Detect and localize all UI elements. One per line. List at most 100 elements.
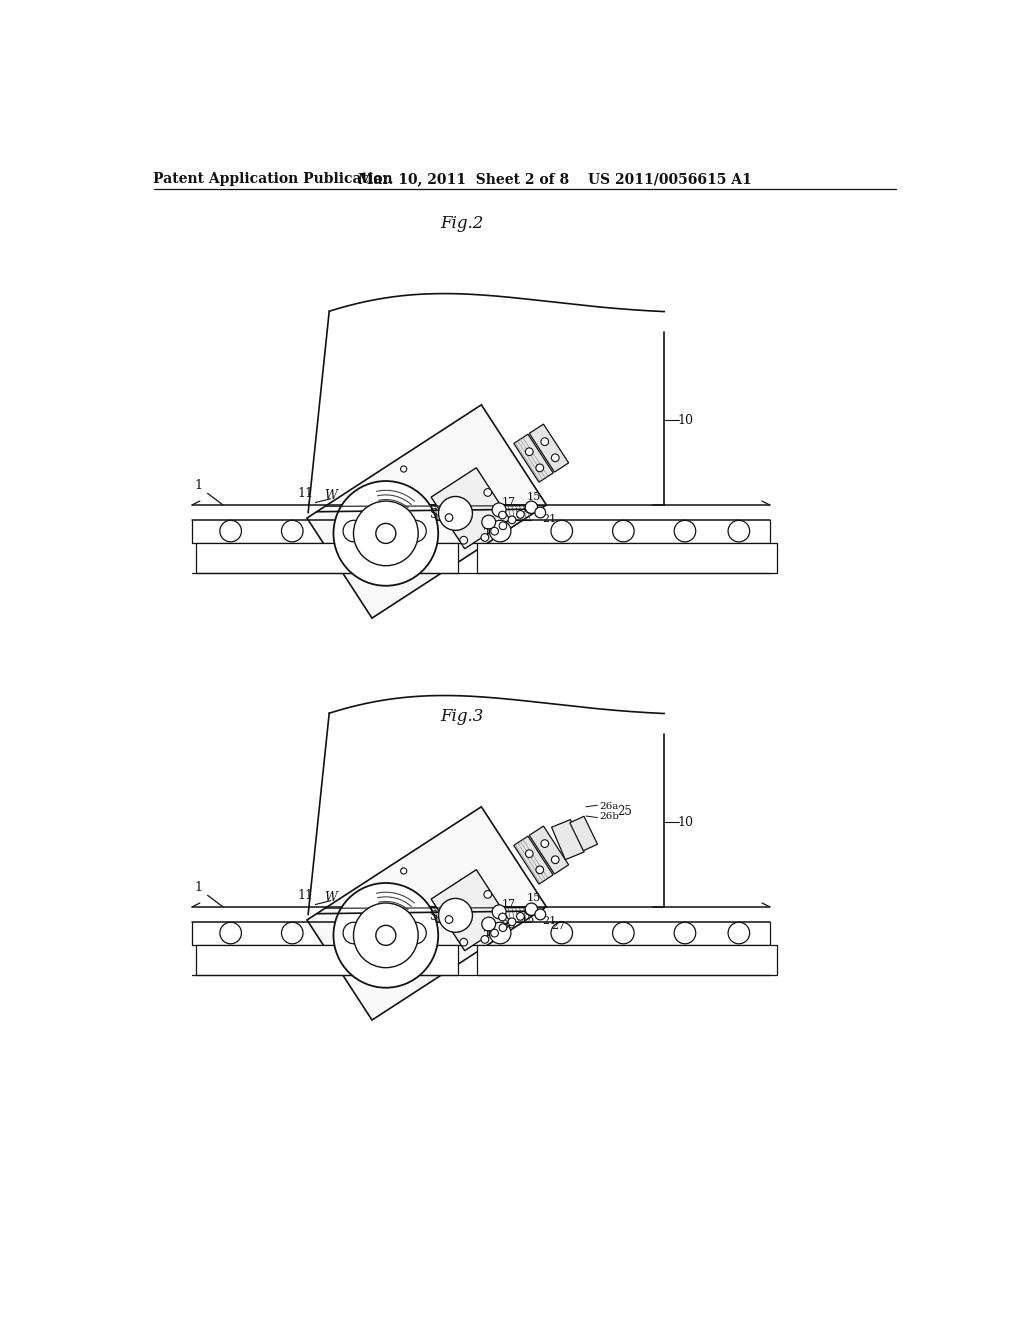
Polygon shape	[514, 434, 553, 482]
Polygon shape	[307, 807, 547, 1020]
Circle shape	[551, 923, 572, 944]
Circle shape	[728, 520, 750, 543]
Text: W: W	[325, 490, 337, 502]
Polygon shape	[431, 467, 510, 549]
Circle shape	[481, 533, 488, 541]
Circle shape	[525, 506, 532, 512]
Text: S: S	[430, 911, 438, 924]
Text: 17: 17	[502, 498, 515, 507]
Circle shape	[460, 536, 468, 544]
Circle shape	[481, 515, 496, 529]
Circle shape	[499, 924, 507, 932]
Circle shape	[525, 907, 532, 915]
Text: 15: 15	[520, 915, 535, 925]
Circle shape	[343, 923, 365, 944]
Text: 28: 28	[501, 920, 515, 929]
Text: 25: 25	[617, 805, 633, 818]
Text: US 2011/0056615 A1: US 2011/0056615 A1	[588, 172, 752, 186]
Text: 21: 21	[543, 513, 557, 524]
Circle shape	[404, 923, 426, 944]
Circle shape	[343, 520, 365, 543]
Circle shape	[376, 925, 396, 945]
Circle shape	[551, 855, 559, 863]
Circle shape	[438, 899, 472, 932]
Text: S: S	[430, 508, 438, 521]
Circle shape	[490, 929, 499, 937]
Circle shape	[499, 511, 506, 519]
Circle shape	[282, 520, 303, 543]
Text: Mar. 10, 2011  Sheet 2 of 8: Mar. 10, 2011 Sheet 2 of 8	[357, 172, 568, 186]
Circle shape	[525, 903, 538, 915]
Circle shape	[674, 520, 695, 543]
Circle shape	[541, 438, 549, 446]
Circle shape	[493, 906, 506, 919]
Text: T: T	[484, 528, 492, 539]
Circle shape	[481, 936, 488, 944]
Circle shape	[674, 923, 695, 944]
Text: 15: 15	[526, 894, 541, 903]
Circle shape	[400, 867, 407, 874]
Circle shape	[499, 913, 506, 921]
Circle shape	[282, 923, 303, 944]
Circle shape	[489, 923, 511, 944]
Circle shape	[535, 909, 546, 920]
Circle shape	[536, 465, 544, 471]
Polygon shape	[569, 816, 598, 850]
Text: 26a: 26a	[599, 803, 618, 812]
Polygon shape	[529, 424, 568, 473]
Circle shape	[376, 524, 396, 544]
Circle shape	[400, 466, 407, 473]
Circle shape	[404, 520, 426, 543]
Polygon shape	[307, 405, 547, 618]
Polygon shape	[552, 820, 584, 859]
Circle shape	[535, 507, 546, 517]
Text: Patent Application Publication: Patent Application Publication	[154, 172, 393, 186]
Text: 10: 10	[677, 816, 693, 829]
Polygon shape	[529, 826, 568, 874]
Circle shape	[481, 917, 496, 931]
Circle shape	[493, 503, 506, 517]
Circle shape	[525, 447, 534, 455]
Circle shape	[445, 916, 453, 924]
Circle shape	[353, 903, 418, 968]
Text: 21: 21	[543, 916, 557, 925]
Text: Fig.2: Fig.2	[440, 215, 483, 232]
Circle shape	[489, 520, 511, 543]
Circle shape	[490, 527, 499, 535]
Circle shape	[541, 840, 549, 847]
Circle shape	[508, 917, 516, 925]
Circle shape	[551, 454, 559, 462]
Bar	[196, 945, 458, 974]
Text: 27: 27	[551, 921, 565, 931]
Text: W: W	[325, 891, 337, 904]
Circle shape	[612, 520, 634, 543]
Bar	[477, 544, 777, 573]
Text: 1: 1	[195, 880, 203, 894]
Circle shape	[484, 488, 492, 496]
Circle shape	[220, 923, 242, 944]
Circle shape	[525, 502, 538, 513]
Text: 15: 15	[526, 491, 541, 502]
Circle shape	[516, 912, 524, 920]
Circle shape	[728, 923, 750, 944]
Text: 17: 17	[502, 899, 515, 909]
Text: 11: 11	[298, 888, 313, 902]
Polygon shape	[514, 836, 553, 884]
Circle shape	[484, 891, 492, 898]
Circle shape	[516, 511, 524, 519]
Circle shape	[536, 866, 544, 874]
Text: 11: 11	[298, 487, 313, 500]
Circle shape	[460, 939, 468, 946]
Circle shape	[353, 502, 418, 566]
Circle shape	[499, 521, 507, 529]
Text: 1: 1	[195, 479, 203, 492]
Circle shape	[612, 923, 634, 944]
Circle shape	[525, 850, 534, 858]
Circle shape	[445, 513, 453, 521]
Text: 26b: 26b	[599, 812, 618, 821]
Circle shape	[220, 520, 242, 543]
Circle shape	[334, 480, 438, 586]
Bar	[196, 544, 458, 573]
Bar	[477, 945, 777, 974]
Polygon shape	[431, 870, 510, 950]
